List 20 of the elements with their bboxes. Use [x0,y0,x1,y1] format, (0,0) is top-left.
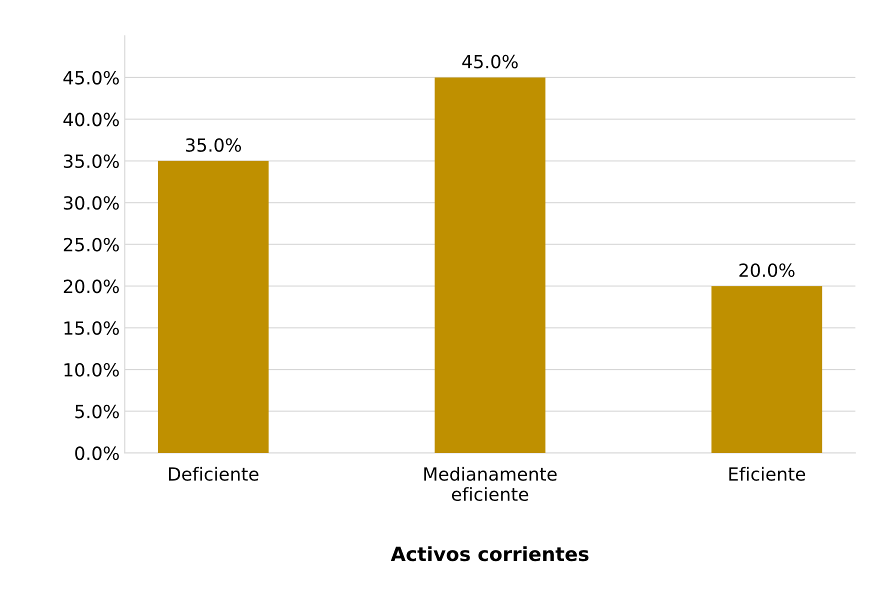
y-tick-label: 5.0% [75,404,119,418]
y-tick-label: 30.0% [64,196,119,210]
y-tick-label: 35.0% [64,154,119,168]
bar [434,77,546,453]
y-tick-label: 40.0% [63,112,119,126]
bar [711,286,822,453]
y-tick-label: 20.0% [64,280,119,294]
y-tick-label: 45.0% [63,70,119,85]
x-tick-label: Eficiente [729,466,806,481]
data-label: 20.0% [739,263,794,278]
bar [158,160,269,453]
y-tick-label: 10.0% [64,362,119,377]
y-tick-label: 15.0% [64,321,119,335]
data-label: 35.0% [186,138,241,152]
x-axis-title: Activos corrientes [390,546,588,562]
data-label: 45.0% [462,54,518,68]
x-tick-label: Medianamente eficiente [424,466,557,502]
y-tick-label: 25.0% [64,238,119,252]
x-tick-label: Deficiente [169,466,258,481]
y-tick-label: 0.0% [75,446,119,460]
